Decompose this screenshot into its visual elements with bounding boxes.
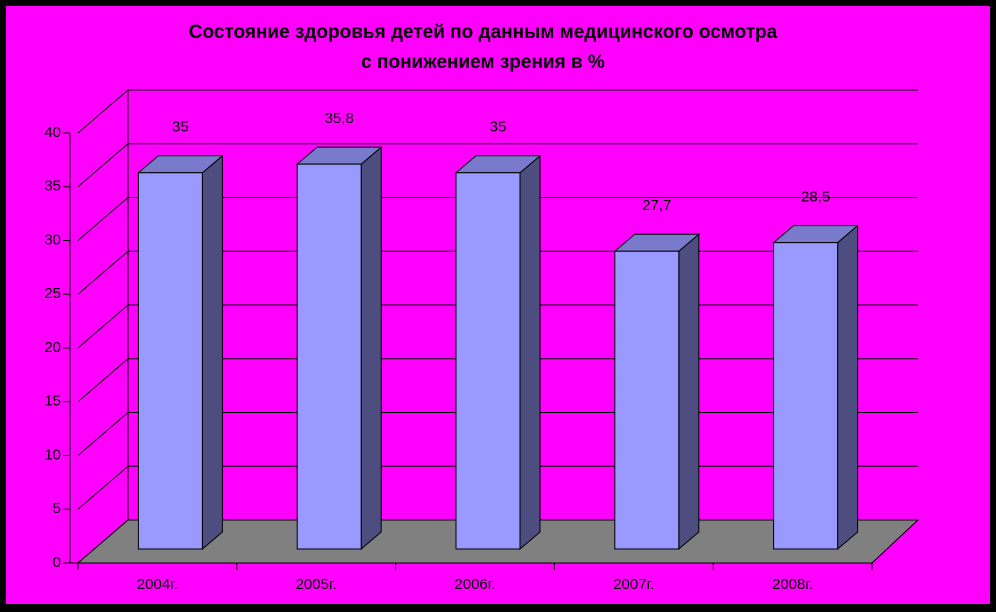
value-label: 28,5 [801,189,830,206]
bar [296,163,362,550]
y-tick-label: 10 [44,446,61,463]
bar [614,250,680,550]
y-tick-label: 40 [44,124,61,141]
grid-line [77,412,129,456]
value-label: 35,8 [325,110,354,127]
x-tick-label: 2005г. [296,576,337,593]
value-label: 35 [172,119,189,136]
value-label: 35 [490,119,507,136]
grid-line [77,304,129,349]
grid-line [77,197,129,241]
bar [137,172,203,550]
y-tick-label: 35 [44,178,61,195]
x-tick-label: 2007г. [613,576,654,593]
bar [455,172,521,550]
bar-side [519,154,541,551]
y-tick-label: 0 [53,554,61,571]
grid-line [77,465,129,510]
y-tick-label: 30 [44,231,61,248]
grid-line [77,250,129,295]
grid-line [77,89,129,134]
y-tick-label: 25 [44,285,61,302]
value-label: 27,7 [642,197,671,214]
x-tick-label: 2004г. [137,576,178,593]
bar-side [360,146,382,551]
grid-line [77,519,129,564]
grid-line [77,143,129,188]
y-tick-label: 15 [44,393,61,410]
bar-side [837,224,859,551]
grid-line [77,358,129,403]
bar-side [678,233,700,551]
bar-side [201,154,223,551]
x-tick-label: 2008г. [772,576,813,593]
bar [773,242,839,550]
y-tick-label: 20 [44,339,61,356]
y-tick-label: 5 [53,500,61,517]
chart-title: Состояние здоровья детей по данным медиц… [189,22,778,43]
chart-subtitle: с понижением зрения в % [361,52,605,73]
x-tick-label: 2006г. [454,576,495,593]
